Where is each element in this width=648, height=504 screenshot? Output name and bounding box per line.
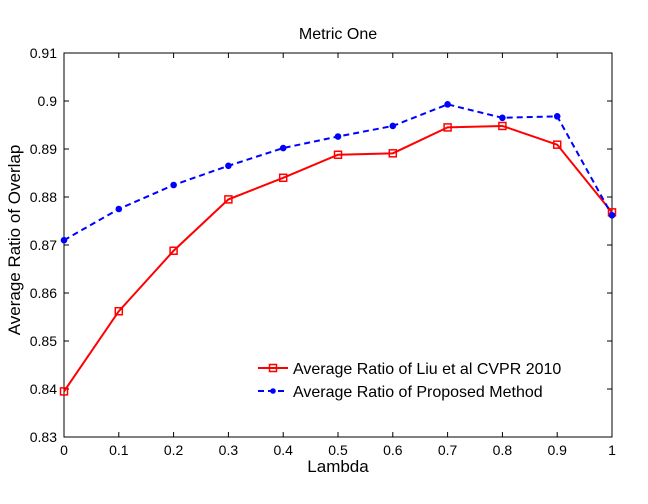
data-point [115,205,123,213]
data-point [499,114,506,122]
data-point [444,101,451,108]
legend-label: Average Ratio of Liu et al CVPR 2010 [293,361,561,378]
y-tick-label: 0.87 [30,237,57,253]
data-point [333,150,343,160]
chart-title: Metric One [299,26,377,43]
x-tick-label: 0.5 [328,442,348,458]
data-point [169,246,178,256]
x-tick-label: 0.1 [109,442,129,458]
y-tick-label: 0.91 [30,45,57,61]
data-point [278,173,288,183]
series-1 [59,121,617,396]
y-tick-label: 0.9 [38,93,58,109]
series-layer [59,101,617,396]
y-tick-label: 0.84 [30,381,57,397]
legend-swatch-marker [270,388,276,394]
x-tick-label: 0.4 [273,442,293,458]
data-point [114,306,124,316]
y-tick-label: 0.83 [30,429,57,445]
series-line [63,103,613,242]
x-axis-label: Lambda [307,457,369,476]
x-tick-label: 0.2 [164,442,184,458]
x-tick-label: 1 [608,442,616,458]
data-point [224,195,233,204]
series-line [63,124,613,392]
y-axis-label: Average Ratio of Overlap [5,145,24,336]
x-tick-label: 0.7 [438,442,458,458]
plot-frame [63,52,613,438]
series-2 [60,101,616,244]
x-axis: 0 0.1 0.2 0.3 0.4 0.5 0.6 0.7 0.8 0.9 1 [60,53,616,458]
y-tick-label: 0.89 [30,141,57,157]
data-point [389,122,397,130]
data-point [608,211,616,219]
y-tick-label: 0.86 [30,285,57,301]
x-tick-label: 0.8 [493,442,513,458]
data-point [334,133,342,140]
data-point [552,140,562,149]
data-point [225,162,232,170]
data-point [553,113,561,120]
legend-label: Average Ratio of Proposed Method [293,384,543,401]
y-tick-label: 0.85 [30,333,57,349]
y-tick-label: 0.88 [30,189,57,205]
y-axis: 0.83 0.84 0.85 0.86 0.87 0.88 0.89 0.9 0.91 [30,45,612,445]
legend-swatch-marker [268,363,278,373]
x-tick-label: 0.3 [219,442,239,458]
legend: Average Ratio of Liu et al CVPR 2010 Aver… [258,361,561,401]
data-point [388,149,398,158]
data-point [279,144,287,152]
data-point [170,181,177,189]
data-point [443,123,452,132]
plot-area-border [63,52,613,438]
x-tick-label: 0.6 [383,442,403,458]
data-point [498,121,507,131]
data-point [60,236,68,244]
data-point [59,387,69,396]
x-tick-label: 0 [60,442,68,458]
x-tick-label: 0.9 [547,442,567,458]
